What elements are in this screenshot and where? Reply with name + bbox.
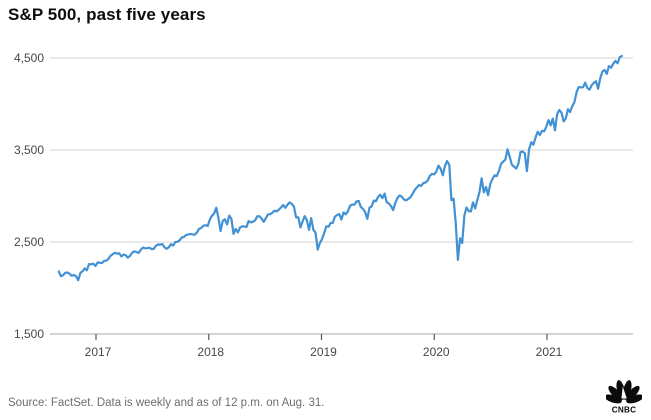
page-title: S&P 500, past five years [8,5,206,24]
cnbc-wordmark: CNBC [612,406,636,415]
source-note: Source: FactSet. Data is weekly and as o… [8,397,325,409]
x-tick-label: 2017 [85,345,112,359]
x-tick-label: 2020 [423,345,450,359]
x-tick-label: 2018 [197,345,224,359]
gridlines [50,57,633,335]
y-axis-labels: 4,500 3,500 2,500 1,500 [14,51,44,341]
y-tick-label: 2,500 [14,235,44,249]
y-tick-label: 3,500 [14,143,44,157]
cnbc-logo: CNBC [606,380,642,414]
x-axis-labels: 2017 2018 2019 2020 2021 [85,334,563,359]
peacock-icon [606,380,642,404]
sp500-price-line [57,54,624,282]
y-tick-label: 1,500 [14,327,44,341]
y-tick-label: 4,500 [14,51,44,65]
x-tick-label: 2021 [536,345,563,359]
x-tick-label: 2019 [310,345,337,359]
